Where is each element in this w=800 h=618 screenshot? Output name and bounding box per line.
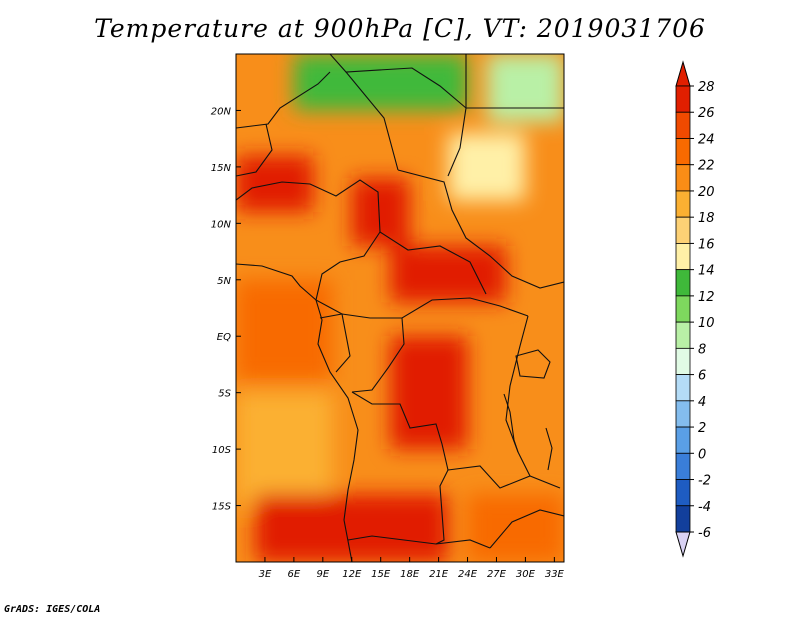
legend-tick-label: 16 [698, 237, 715, 252]
legend-tick-label: 26 [698, 106, 715, 121]
credit-text: GrADS: IGES/COLA [4, 604, 101, 615]
legend-color-box [675, 374, 691, 402]
border-drc-east [505, 315, 531, 477]
legend-color-box [675, 295, 691, 323]
border-niger-chad [236, 71, 331, 129]
temp-region-southwest [255, 494, 391, 562]
legend-tick-label: 0 [698, 447, 706, 462]
x-tick-label: 9E [316, 569, 329, 580]
legend-color-box [675, 216, 691, 244]
legend-tick-label: -4 [698, 500, 711, 515]
x-tick-label: 30E [516, 569, 536, 580]
y-tick-label: 5S [218, 389, 231, 400]
lake-victoria [515, 349, 551, 379]
x-tick-label: 12E [342, 569, 362, 580]
legend-color-box [675, 138, 691, 166]
legend-tick-label: 4 [698, 395, 706, 410]
x-tick-label: 18E [400, 569, 420, 580]
y-tick-label: 10N [211, 219, 232, 230]
temp-region-chad [351, 178, 410, 246]
lake-malawi [545, 427, 553, 471]
border-namibia [347, 535, 491, 549]
border-cameroon [315, 231, 381, 315]
x-tick-label: 3E [259, 569, 272, 580]
legend-color-box [675, 347, 691, 375]
x-tick-label: 15E [371, 569, 391, 580]
temp-region-southeast [467, 494, 564, 562]
lake-tanganyika [503, 393, 519, 453]
border-nigeria [236, 179, 381, 233]
legend-tick-label: 8 [698, 342, 706, 357]
legend-top-arrow [675, 60, 691, 87]
y-tick-label: 10S [212, 445, 232, 456]
legend-tick-label: 12 [698, 290, 715, 305]
border-sudan-north [447, 107, 467, 177]
map-frame [235, 53, 565, 563]
y-tick-label: 5N [217, 276, 231, 287]
y-tick-label: 15N [211, 163, 232, 174]
border-angola-zambia [435, 469, 449, 545]
legend-tick-label: -2 [698, 474, 711, 489]
legend-tick-label: 20 [698, 185, 715, 200]
x-axis: 3E 6E 9E 12E 15E 18E 21E 24E 27E 30E 33E [259, 557, 565, 580]
legend-color-box [675, 85, 691, 113]
x-tick-label: 24E [458, 569, 478, 580]
border-sahel-west [236, 123, 273, 177]
y-tick-label: EQ [217, 332, 231, 343]
border-libya-chad [345, 71, 399, 171]
legend-color-box [675, 111, 691, 139]
legend-tick-label: 24 [698, 132, 715, 147]
legend-color-box [675, 452, 691, 480]
legend-tick-label: 2 [698, 421, 706, 436]
border-chad-sudan [397, 169, 564, 289]
legend-bottom-arrow [675, 531, 691, 558]
y-tick-label: 20N [211, 106, 232, 117]
y-tick-label: 15S [212, 502, 232, 513]
legend-color-box [675, 479, 691, 507]
border-zimbabwe [489, 509, 564, 549]
legend-tick-label: -6 [698, 526, 711, 541]
legend-tick-label: 28 [698, 80, 715, 95]
border-congo-drc [351, 317, 405, 393]
legend-tick-label: 18 [698, 211, 715, 226]
legend-tick-label: 14 [698, 264, 715, 279]
border-angola-north [351, 391, 449, 471]
temp-region-car [390, 245, 507, 303]
legend-tick-label: 22 [698, 159, 715, 174]
legend-color-box [675, 190, 691, 218]
chart-title: Temperature at 900hPa [C], VT: 201903170… [94, 14, 706, 43]
border-car [379, 231, 487, 295]
temp-region-south-central [371, 494, 449, 562]
border-west-coast [236, 263, 317, 301]
temp-region-congo-basin [390, 336, 468, 450]
legend-color-box [675, 426, 691, 454]
legend-color-box [675, 269, 691, 297]
legend-color-box [675, 243, 691, 271]
y-axis: 20N 15N 10N 5N EQ 5S 10S 15S [211, 106, 241, 513]
legend-color-box [675, 164, 691, 192]
border-zambia [447, 465, 561, 489]
legend-tick-label: 6 [698, 369, 706, 384]
legend-color-box [675, 321, 691, 349]
temperature-field [236, 54, 564, 562]
temp-region-angola-coast [236, 392, 333, 506]
temp-region-far-north [293, 54, 468, 111]
x-tick-label: 6E [288, 569, 301, 580]
border-coast-south [315, 299, 359, 562]
legend-tick-label: 10 [698, 316, 715, 331]
legend-color-box [675, 400, 691, 428]
borders-layer [236, 54, 564, 562]
border-gabon [319, 313, 351, 373]
border-congo-north [341, 297, 529, 319]
legend-color-box [675, 505, 691, 533]
border-sahara [329, 54, 467, 110]
x-tick-label: 33E [545, 569, 565, 580]
x-tick-label: 27E [487, 569, 507, 580]
temp-region-northeast [486, 54, 564, 122]
x-tick-label: 21E [429, 569, 449, 580]
